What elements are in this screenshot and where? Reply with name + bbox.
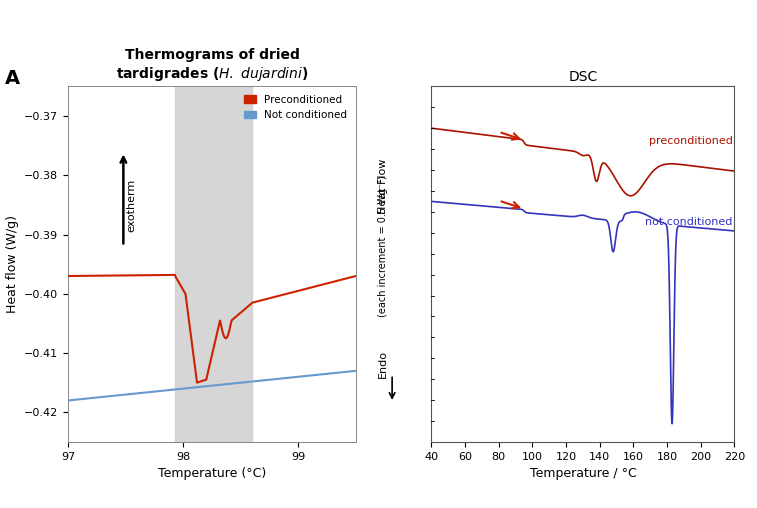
Bar bbox=[175, 86, 252, 442]
X-axis label: Temperature (°C): Temperature (°C) bbox=[158, 467, 266, 480]
Text: Endo: Endo bbox=[378, 350, 388, 378]
Title: Thermograms of dried
tardigrades ($\bf{\mathit{H.\ dujardini}}$): Thermograms of dried tardigrades ($\bf{\… bbox=[116, 48, 308, 83]
Legend: Preconditioned, Not conditioned: Preconditioned, Not conditioned bbox=[241, 91, 350, 123]
Text: not conditioned: not conditioned bbox=[645, 217, 733, 227]
Text: A: A bbox=[5, 69, 20, 87]
Text: preconditioned: preconditioned bbox=[649, 136, 733, 146]
Text: exotherm: exotherm bbox=[126, 178, 136, 232]
Title: DSC: DSC bbox=[569, 70, 597, 84]
Text: (each increment = 0.5 Wg⁻¹): (each increment = 0.5 Wg⁻¹) bbox=[378, 175, 388, 318]
X-axis label: Temperature / °C: Temperature / °C bbox=[529, 467, 637, 480]
Y-axis label: Heat flow (W/g): Heat flow (W/g) bbox=[5, 215, 19, 313]
Text: Heat Flow: Heat Flow bbox=[378, 158, 388, 214]
